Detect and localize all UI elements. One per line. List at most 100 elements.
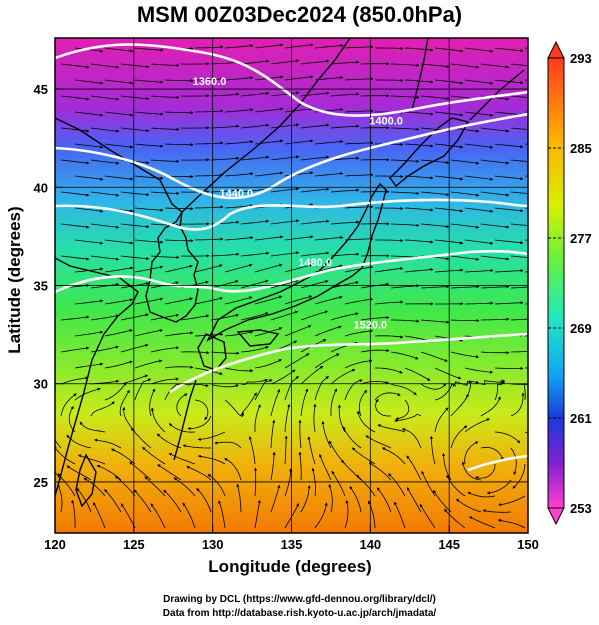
streamline (434, 407, 449, 433)
streamline (300, 280, 329, 289)
streamline (104, 143, 134, 149)
streamline (461, 461, 482, 481)
streamline (149, 388, 156, 417)
streamline (420, 285, 450, 289)
streamline (390, 63, 420, 67)
streamline (494, 239, 524, 245)
streamline (240, 219, 270, 225)
streamline (164, 331, 194, 337)
streamline (90, 95, 120, 101)
streamline (120, 127, 150, 133)
streamline (240, 312, 269, 321)
streamline (344, 499, 349, 529)
streamline (74, 387, 101, 401)
streamline (360, 315, 390, 321)
streamline (60, 159, 90, 165)
streamline (194, 141, 224, 145)
streamline (360, 348, 390, 353)
streamline (464, 143, 494, 149)
streamline (60, 393, 77, 417)
streamline (328, 483, 333, 513)
streamline (134, 378, 152, 401)
streamline (71, 499, 76, 529)
streamline (187, 415, 212, 431)
coastlines (55, 38, 525, 508)
streamline (270, 155, 300, 161)
streamline (330, 312, 359, 321)
streamline (74, 239, 104, 245)
streamline (300, 219, 330, 225)
streamline (90, 63, 120, 69)
contour-label: 1480.0 (298, 257, 332, 269)
y-axis-ticks: 25 30 35 40 45 (34, 82, 63, 490)
streamline (404, 268, 434, 273)
streamline (494, 47, 524, 53)
streamline (510, 350, 528, 353)
streamline (270, 451, 276, 481)
streamline (60, 127, 90, 133)
streamline (164, 79, 194, 83)
streamline (270, 484, 281, 513)
streamline (375, 398, 391, 417)
streamline (92, 502, 106, 529)
streamline (164, 111, 194, 115)
streamline (194, 399, 209, 421)
streamline (74, 330, 104, 337)
streamline (240, 155, 270, 161)
streamline (254, 359, 282, 369)
streamline (270, 187, 300, 193)
streamline (375, 46, 404, 51)
streamline (314, 76, 344, 81)
streamline (494, 79, 524, 85)
streamline (90, 127, 120, 133)
streamline (349, 486, 362, 513)
streamline (210, 60, 240, 65)
y-tick-label: 45 (34, 82, 48, 97)
streamline (390, 383, 417, 396)
streamline (224, 263, 253, 273)
streamline (494, 379, 506, 401)
streamline (60, 223, 90, 229)
streamline (60, 191, 90, 197)
streamline (300, 365, 324, 385)
streamline (374, 266, 404, 273)
streamline (180, 351, 210, 355)
streamline (150, 377, 179, 385)
streamline (480, 396, 501, 417)
x-tick-label: 125 (123, 537, 145, 552)
streamline (120, 63, 150, 69)
streamline (404, 111, 434, 116)
streamline (79, 421, 106, 433)
streamline (134, 328, 163, 337)
streamline (164, 264, 193, 273)
streamline (443, 508, 466, 529)
streamline (142, 446, 166, 465)
streamline (104, 175, 134, 181)
y-tick-label: 30 (34, 377, 48, 392)
coastline-taiwan (75, 453, 97, 508)
streamline (381, 447, 406, 465)
x-tick-label: 140 (359, 537, 381, 552)
streamline (404, 143, 434, 148)
streamline (186, 466, 212, 481)
streamline (133, 489, 152, 513)
streamline (344, 359, 373, 369)
streamline (510, 318, 528, 321)
streamline (351, 447, 376, 465)
streamline (134, 143, 164, 148)
streamline (164, 297, 193, 305)
streamline (450, 63, 480, 69)
streamline (510, 223, 528, 226)
streamline (240, 123, 270, 129)
streamline (464, 175, 494, 181)
streamline (330, 188, 360, 193)
streamline (60, 95, 90, 101)
streamline (150, 95, 180, 99)
streamline (464, 367, 494, 374)
streamline (254, 499, 261, 529)
streamline (164, 143, 194, 147)
streamline (524, 431, 528, 434)
streamline (368, 462, 392, 481)
streamline (450, 191, 480, 197)
